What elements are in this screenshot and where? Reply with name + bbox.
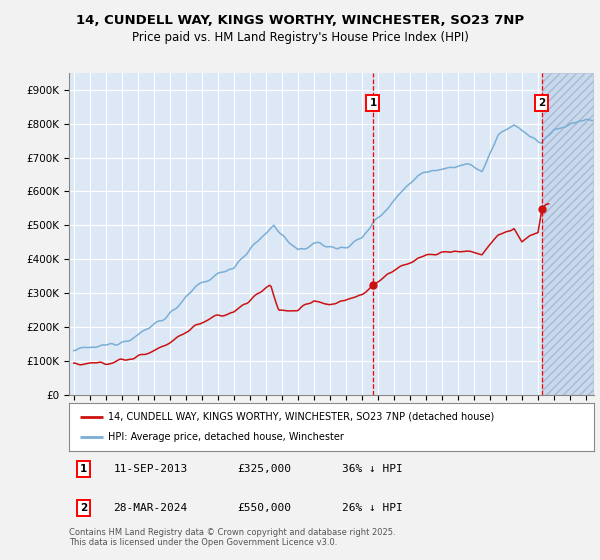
Text: 28-MAR-2024: 28-MAR-2024 (113, 503, 188, 513)
Text: 1: 1 (370, 99, 377, 109)
Text: 14, CUNDELL WAY, KINGS WORTHY, WINCHESTER, SO23 7NP (detached house): 14, CUNDELL WAY, KINGS WORTHY, WINCHESTE… (109, 412, 494, 422)
Text: Contains HM Land Registry data © Crown copyright and database right 2025.
This d: Contains HM Land Registry data © Crown c… (69, 528, 395, 547)
Text: 1: 1 (80, 464, 88, 474)
Text: £550,000: £550,000 (237, 503, 291, 513)
Text: Price paid vs. HM Land Registry's House Price Index (HPI): Price paid vs. HM Land Registry's House … (131, 31, 469, 44)
Text: 11-SEP-2013: 11-SEP-2013 (113, 464, 188, 474)
Text: 36% ↓ HPI: 36% ↓ HPI (342, 464, 403, 474)
Text: 2: 2 (80, 503, 88, 513)
Text: 14, CUNDELL WAY, KINGS WORTHY, WINCHESTER, SO23 7NP: 14, CUNDELL WAY, KINGS WORTHY, WINCHESTE… (76, 14, 524, 27)
Text: HPI: Average price, detached house, Winchester: HPI: Average price, detached house, Winc… (109, 432, 344, 442)
Text: 2: 2 (538, 99, 545, 109)
Text: 26% ↓ HPI: 26% ↓ HPI (342, 503, 403, 513)
Text: £325,000: £325,000 (237, 464, 291, 474)
